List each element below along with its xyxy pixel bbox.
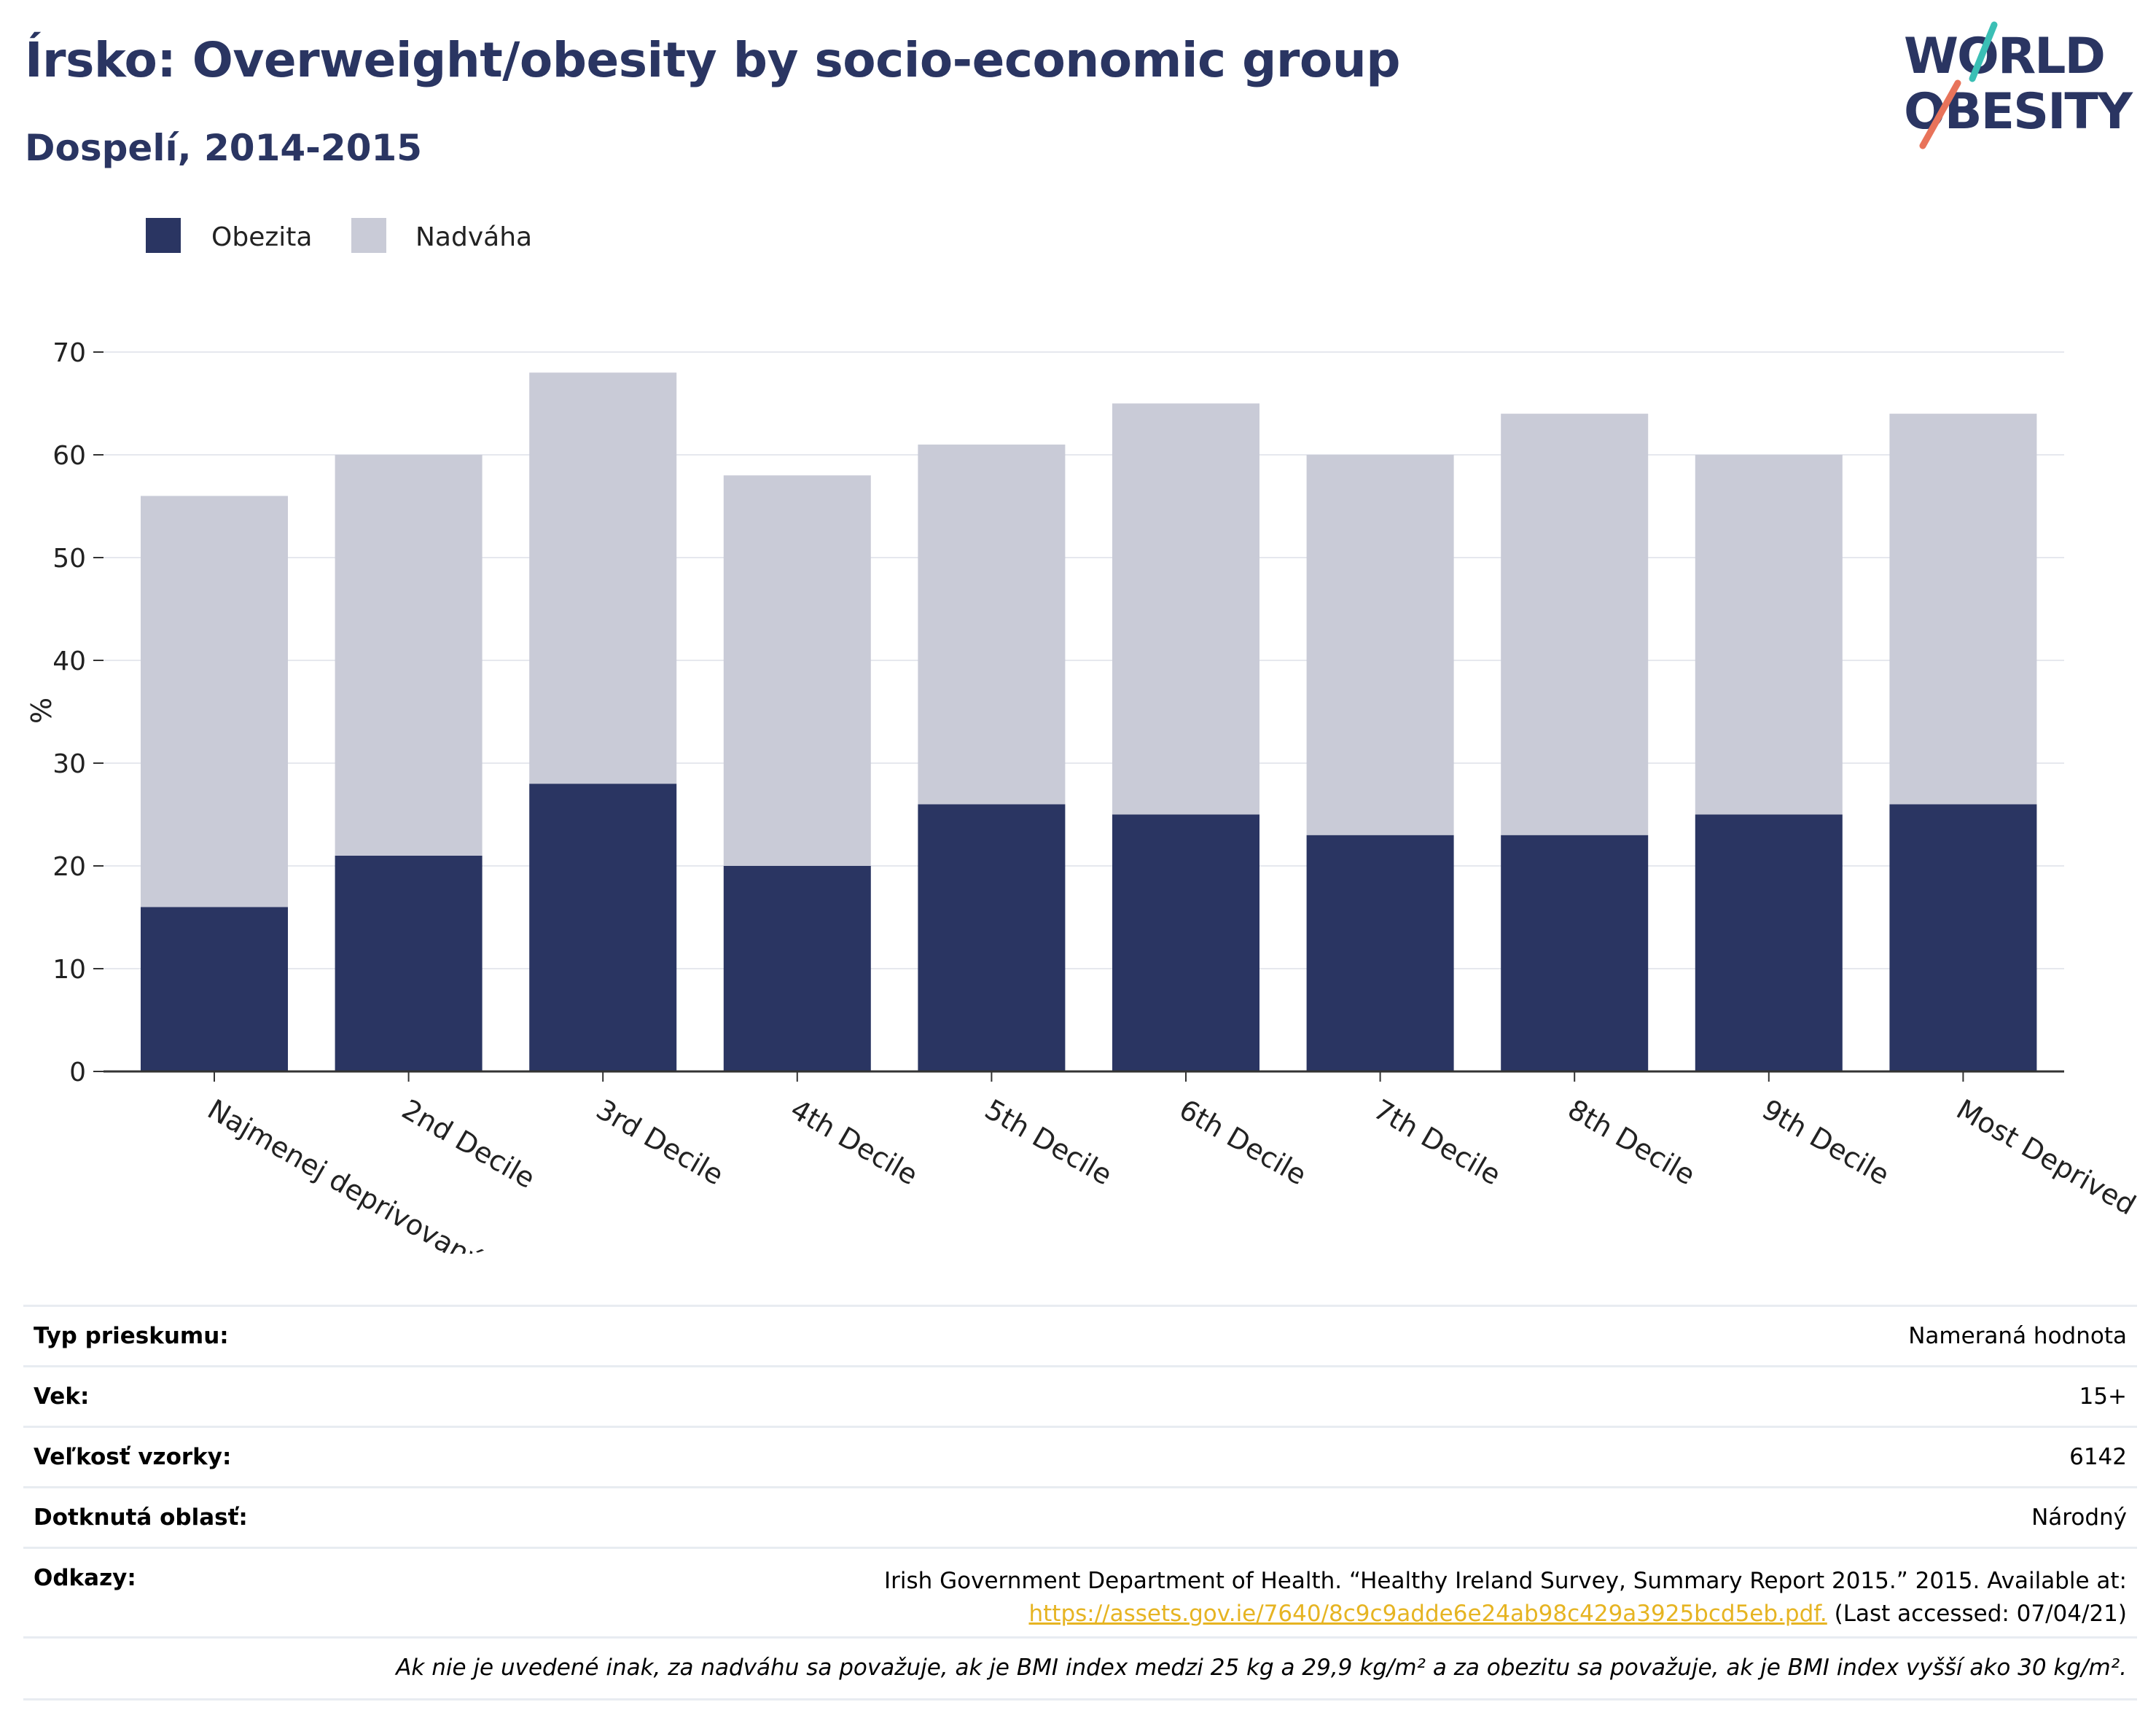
references-link[interactable]: https://assets.gov.ie/7640/8c9c9adde6e24… [1028, 1601, 1827, 1627]
logo-slash-coral [1919, 79, 1961, 149]
row-references: Odkazy: Irish Government Department of H… [23, 1547, 2137, 1636]
bar-obesity-4 [723, 866, 871, 1071]
row-survey-type: Typ prieskumu: Nameraná hodnota [23, 1305, 2137, 1365]
bar-overweight-2 [335, 455, 483, 856]
bar-overweight-1 [141, 496, 288, 907]
legend-swatch-overweight [351, 218, 386, 253]
chart-title: Írsko: Overweight/obesity by socio-econo… [25, 32, 1401, 88]
bar-overweight-9 [1695, 455, 1843, 815]
x-tick-label: 2nd Decile [397, 1093, 540, 1195]
bar-obesity-10 [1889, 804, 2037, 1071]
x-tick-label: 6th Decile [1174, 1093, 1312, 1192]
legend-label-overweight: Nadváha [415, 222, 532, 252]
bar-obesity-3 [529, 784, 677, 1071]
bar-overweight-4 [723, 475, 871, 866]
sample-size-value: 6142 [2069, 1444, 2127, 1470]
bar-overweight-10 [1889, 413, 2037, 805]
bar-obesity-8 [1501, 835, 1649, 1071]
age-value: 15+ [2079, 1383, 2127, 1410]
legend: Obezita Nadváha [146, 218, 532, 253]
y-tick-label: 20 [52, 852, 86, 882]
bar-overweight-6 [1112, 403, 1259, 815]
references-label: Odkazy: [34, 1565, 136, 1591]
y-tick-label: 60 [52, 441, 86, 471]
x-tick-label: 7th Decile [1368, 1093, 1506, 1192]
y-tick-label: 50 [52, 544, 86, 574]
logo-word-world: WORLD [1904, 28, 2104, 85]
legend-swatch-obesity [146, 218, 181, 253]
y-tick-label: 70 [52, 338, 86, 368]
logo-slash-teal [1969, 21, 1998, 82]
x-tick-label: 8th Decile [1563, 1093, 1700, 1192]
bar-overweight-8 [1501, 413, 1649, 835]
row-age: Vek: 15+ [23, 1365, 2137, 1426]
row-sample-size: Veľkosť vzorky: 6142 [23, 1426, 2137, 1486]
metadata-table: Typ prieskumu: Nameraná hodnota Vek: 15+… [23, 1305, 2137, 1700]
row-area: Dotknutá oblasť: Národný [23, 1486, 2137, 1547]
legend-label-obesity: Obezita [211, 222, 312, 252]
bar-overweight-3 [529, 372, 677, 784]
x-tick-label: Most Deprived [1951, 1093, 2141, 1222]
area-label: Dotknutá oblasť: [34, 1504, 248, 1531]
sample-size-label: Veľkosť vzorky: [34, 1444, 232, 1470]
x-tick-label: 4th Decile [785, 1093, 923, 1192]
y-tick-label: 30 [52, 749, 86, 779]
survey-type-value: Nameraná hodnota [1908, 1323, 2127, 1349]
y-axis-label: % [26, 698, 58, 724]
world-obesity-logo: WORLD OBESITY [1904, 21, 2135, 149]
definition-note-text: Ak nie je uvedené inak, za nadváhu sa po… [396, 1655, 2127, 1681]
definition-note: Ak nie je uvedené inak, za nadváhu sa po… [23, 1636, 2137, 1700]
references-tail: (Last accessed: 07/04/21) [1827, 1601, 2127, 1627]
x-tick-label: 5th Decile [980, 1093, 1117, 1192]
y-tick-label: 40 [52, 647, 86, 676]
age-label: Vek: [34, 1383, 90, 1410]
y-tick-labels: 0 10 20 30 40 50 60 70 [52, 338, 103, 1087]
bar-overweight-7 [1306, 455, 1454, 835]
bar-overweight-5 [918, 444, 1066, 805]
bar-obesity-6 [1112, 814, 1259, 1071]
references-value: Irish Government Department of Health. “… [884, 1565, 2127, 1630]
chart-subtitle: Dospelí, 2014-2015 [25, 127, 423, 169]
bar-obesity-5 [918, 804, 1066, 1071]
x-tick-label: 9th Decile [1757, 1093, 1894, 1192]
bars [141, 372, 2037, 1071]
references-text: Irish Government Department of Health. “… [883, 1568, 2127, 1594]
y-tick-label: 10 [52, 955, 86, 985]
survey-type-label: Typ prieskumu: [34, 1323, 229, 1349]
bar-obesity-2 [335, 855, 483, 1071]
bar-obesity-1 [141, 907, 288, 1071]
x-tick-label: 3rd Decile [591, 1093, 729, 1192]
y-tick-label: 0 [69, 1058, 86, 1087]
area-value: Národný [2031, 1504, 2127, 1531]
bar-obesity-7 [1306, 835, 1454, 1071]
bar-obesity-9 [1695, 814, 1843, 1071]
